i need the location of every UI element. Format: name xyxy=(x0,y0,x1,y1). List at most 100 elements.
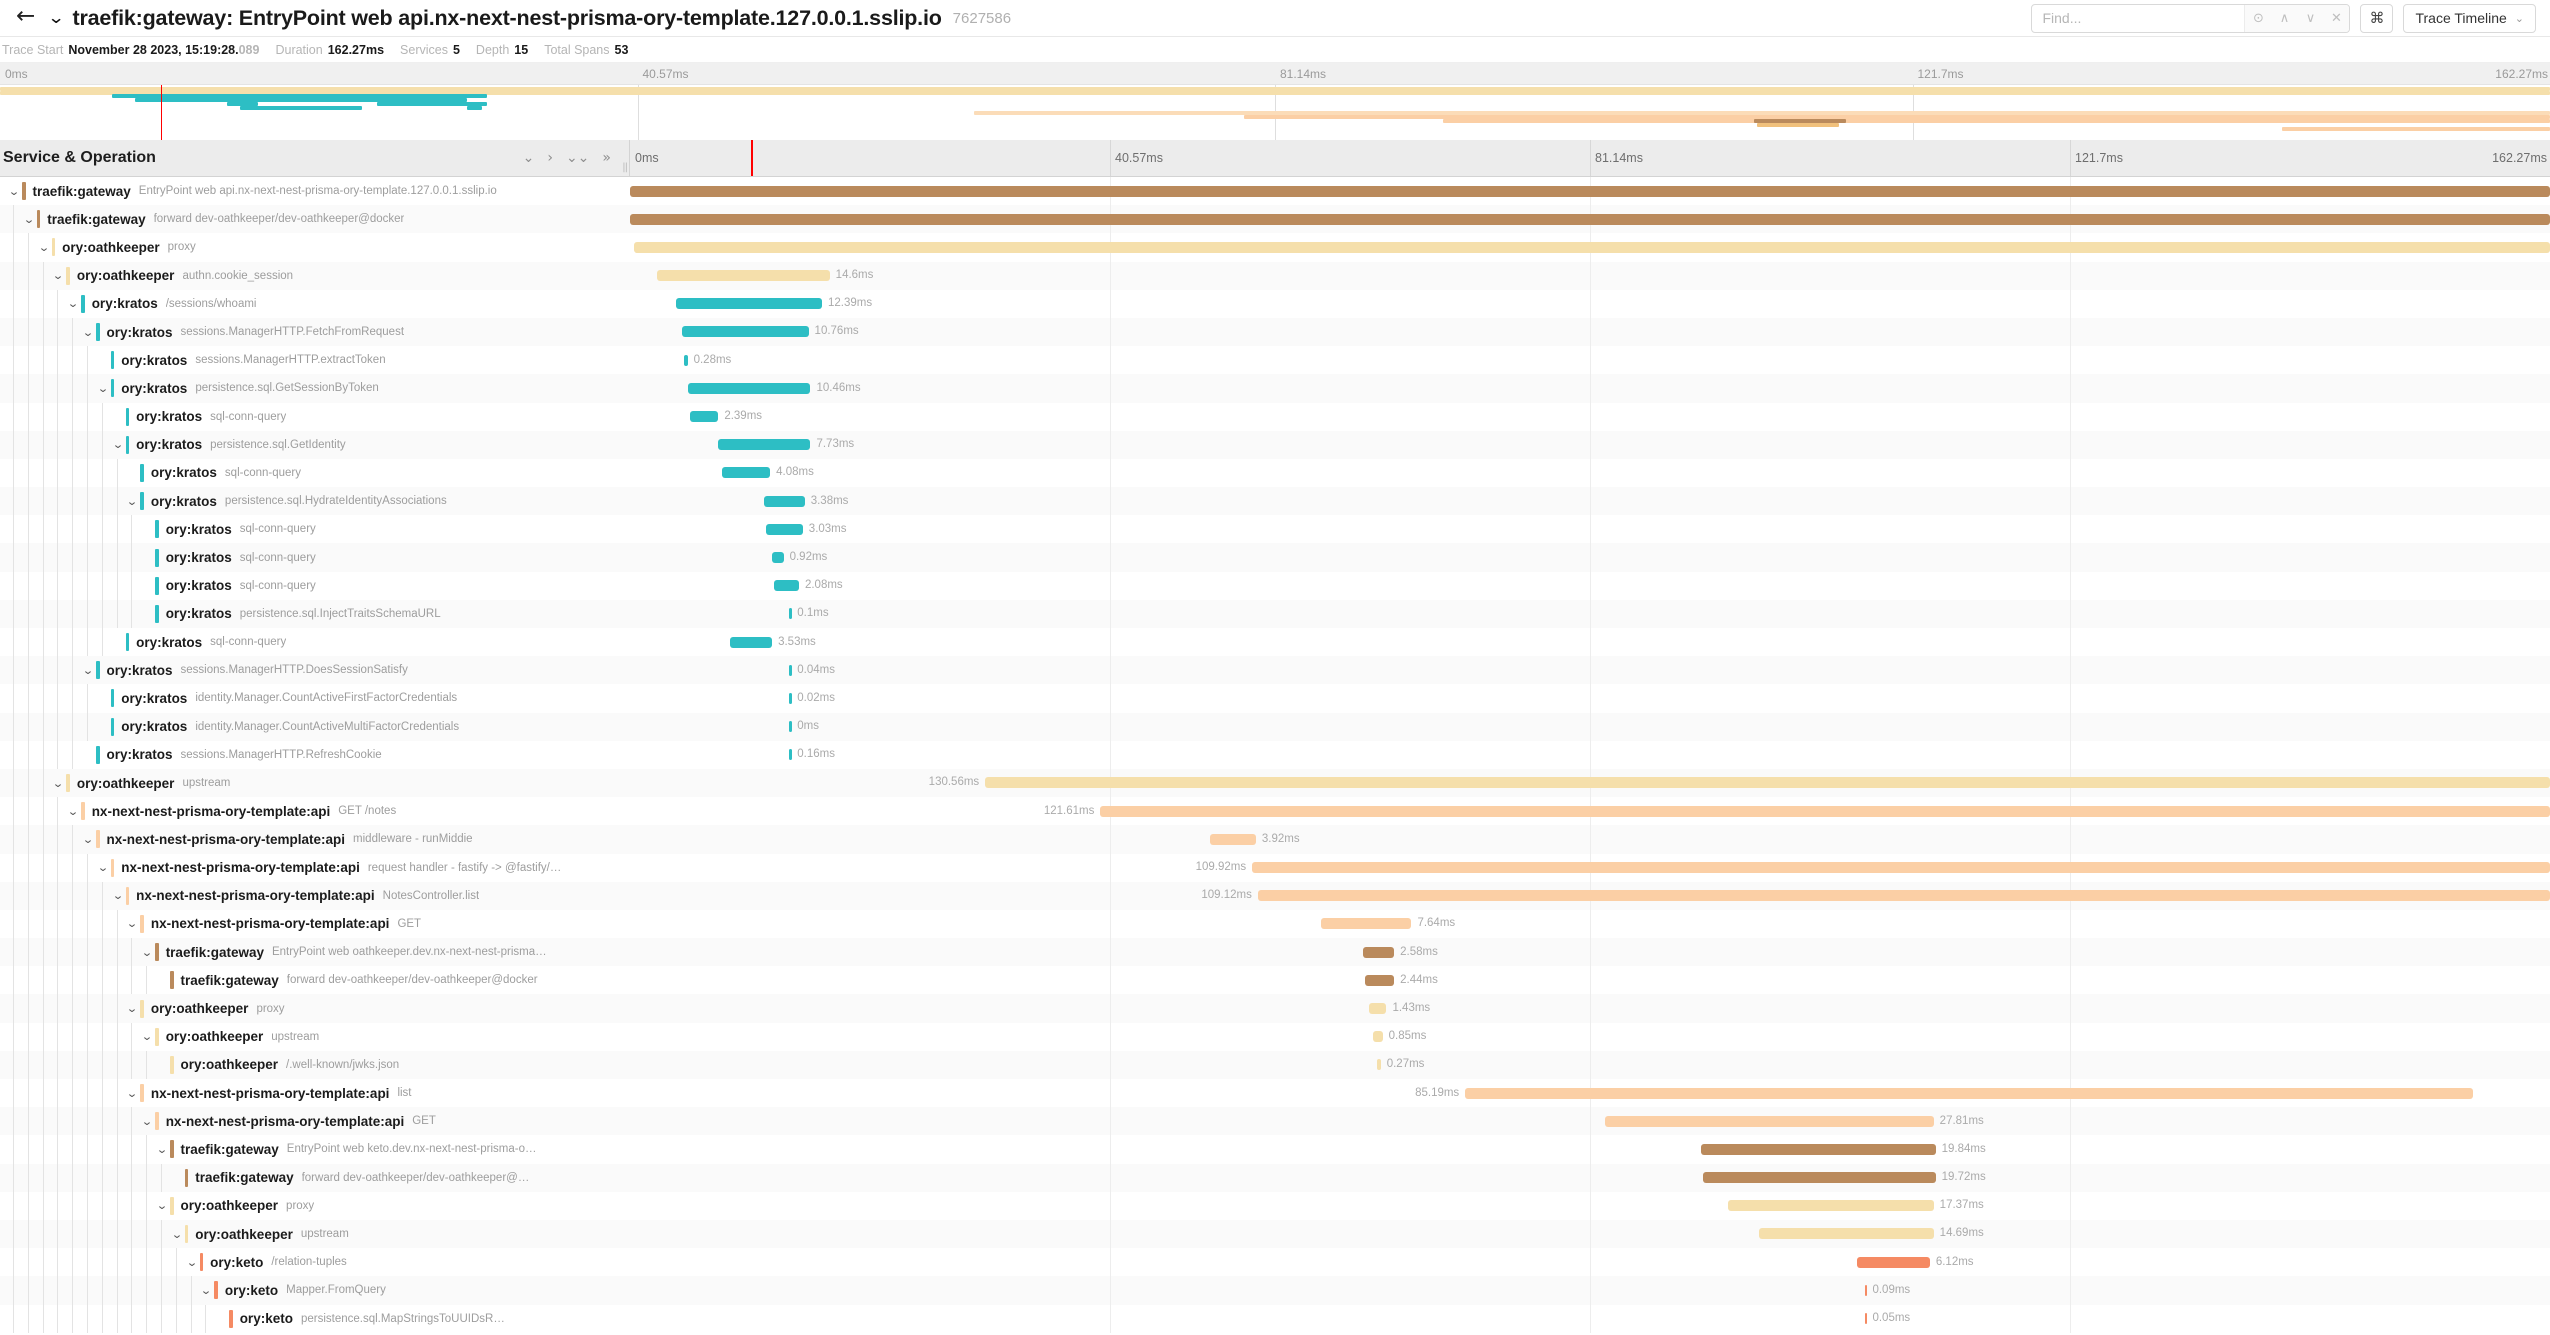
span-row[interactable]: ⌄ traefik:gateway EntryPoint web oathkeepe… xyxy=(0,938,2550,967)
span-row[interactable]: ory:keto persistence.sql.MapStringsToUUID… xyxy=(0,1304,2550,1333)
span-bar-cell[interactable]: 7.64ms xyxy=(630,909,2550,939)
span-row[interactable]: ory:kratos sql-conn-query 2.39ms xyxy=(0,402,2550,431)
span-row[interactable]: ⌄ nx-next-nest-prisma-ory-template:api lis… xyxy=(0,1079,2550,1108)
span-bar-cell[interactable]: 0.05ms xyxy=(630,1304,2550,1333)
span-label-cell[interactable]: ⌄ ory:oathkeeper upstream xyxy=(0,768,630,798)
span-row[interactable]: ory:kratos identity.Manager.CountActiveFi… xyxy=(0,684,2550,713)
span-label-cell[interactable]: ory:kratos sql-conn-query xyxy=(0,628,630,657)
span-row[interactable]: ory:kratos sql-conn-query 3.03ms xyxy=(0,515,2550,544)
span-bar-cell[interactable]: 109.92ms xyxy=(630,853,2550,882)
span-duration-bar[interactable] xyxy=(1703,1172,1936,1184)
span-bar-cell[interactable]: 2.44ms xyxy=(630,966,2550,995)
span-label-cell[interactable]: ⌄ traefik:gateway EntryPoint web oathkeepe… xyxy=(0,938,630,967)
chevron-down-icon[interactable]: ⌄ xyxy=(82,325,94,339)
span-row[interactable]: ⌄ nx-next-nest-prisma-ory-template:api Not… xyxy=(0,881,2550,910)
span-bar-cell[interactable]: 3.03ms xyxy=(630,515,2550,544)
span-label-cell[interactable]: ⌄ traefik:gateway EntryPoint web keto.dev.… xyxy=(0,1135,630,1164)
span-label-cell[interactable]: ⌄ ory:oathkeeper proxy xyxy=(0,1191,630,1220)
span-bar-cell[interactable]: 130.56ms xyxy=(630,768,2550,798)
collapse-one-icon[interactable]: ⌄ xyxy=(522,150,535,166)
chevron-down-icon[interactable]: ⌄ xyxy=(47,8,66,28)
chevron-down-icon[interactable]: ⌄ xyxy=(82,832,94,846)
chevron-down-icon[interactable]: ⌄ xyxy=(141,1030,154,1044)
span-duration-bar[interactable] xyxy=(687,382,811,394)
span-duration-bar[interactable] xyxy=(774,580,799,592)
span-row[interactable]: ory:kratos sql-conn-query 0.92ms xyxy=(0,543,2550,572)
span-duration-bar[interactable] xyxy=(772,551,784,563)
span-row[interactable]: ⌄ ory:kratos/sessions/whoami 12.39ms xyxy=(0,289,2550,318)
span-row[interactable]: traefik:gateway forward dev-oathkeeper/de… xyxy=(0,966,2550,995)
span-duration-bar[interactable] xyxy=(1376,1059,1381,1071)
span-row[interactable]: ory:kratos identity.Manager.CountActiveMu… xyxy=(0,712,2550,741)
chevron-down-icon[interactable]: ⌄ xyxy=(82,663,94,677)
span-row[interactable]: ⌄ traefik:gateway EntryPoint web api.nx-ne… xyxy=(0,177,2550,206)
span-label-cell[interactable]: ⌄ nx-next-nest-prisma-ory-template:api GET xyxy=(0,909,630,939)
span-duration-bar[interactable] xyxy=(1605,1115,1934,1127)
span-row[interactable]: ⌄ ory:oathkeeper upstream 130.56ms xyxy=(0,768,2550,798)
span-row[interactable]: ⌄ ory:kratos sessions.ManagerHTTP.FetchFro… xyxy=(0,317,2550,347)
chevron-down-icon[interactable]: ⌄ xyxy=(141,1114,154,1128)
view-mode-select[interactable]: Trace Timeline ⌄ xyxy=(2403,3,2536,33)
span-bar-cell[interactable]: 4.08ms xyxy=(630,458,2550,488)
span-bar-cell[interactable]: 6.12ms xyxy=(630,1248,2550,1277)
span-label-cell[interactable]: ory:kratos sql-conn-query xyxy=(0,515,630,544)
span-bar-cell[interactable]: 1.43ms xyxy=(630,994,2550,1023)
span-duration-bar[interactable] xyxy=(789,692,792,704)
span-row[interactable]: ory:kratos sql-conn-query 4.08ms xyxy=(0,458,2550,488)
minimap-cursor[interactable] xyxy=(160,85,163,140)
search-input[interactable] xyxy=(2032,4,2245,32)
span-label-cell[interactable]: ⌄ ory:oathkeeper upstream xyxy=(0,1022,630,1051)
span-row[interactable]: ⌄ ory:kratos sessions.ManagerHTTP.DoesSess… xyxy=(0,656,2550,685)
prev-match-icon[interactable]: ∧ xyxy=(2279,10,2290,26)
span-label-cell[interactable]: ⌄ ory:kratos/sessions/whoami xyxy=(0,289,630,318)
span-bar-cell[interactable]: 0.1ms xyxy=(630,599,2550,628)
span-row[interactable]: ⌄ traefik:gateway EntryPoint web keto.dev.… xyxy=(0,1135,2550,1164)
span-bar-cell[interactable]: 85.19ms xyxy=(630,1079,2550,1108)
span-row[interactable]: ⌄ ory:oathkeeper proxy xyxy=(0,233,2550,262)
span-bar-cell[interactable]: 3.38ms xyxy=(630,487,2550,516)
span-bar-cell[interactable]: 27.81ms xyxy=(630,1107,2550,1136)
span-bar-cell[interactable]: 0.85ms xyxy=(630,1022,2550,1051)
span-duration-bar[interactable] xyxy=(1209,833,1256,845)
span-label-cell[interactable]: ory:kratos identity.Manager.CountActiveMu… xyxy=(0,712,630,741)
span-duration-bar[interactable] xyxy=(1321,918,1412,930)
column-resize-handle[interactable]: || xyxy=(622,162,628,173)
span-bar-cell[interactable]: 14.69ms xyxy=(630,1219,2550,1249)
span-label-cell[interactable]: traefik:gateway forward dev-oathkeeper/de… xyxy=(0,1163,630,1192)
span-bar-cell[interactable]: 0.16ms xyxy=(630,740,2550,769)
span-label-cell[interactable]: ⌄ ory:kratos persistence.sql.HydrateIdenti… xyxy=(0,487,630,516)
span-duration-bar[interactable] xyxy=(1864,1313,1867,1324)
span-bar-cell[interactable]: 7.73ms xyxy=(630,430,2550,459)
span-bar-cell[interactable]: 0.28ms xyxy=(630,346,2550,375)
chevron-down-icon[interactable]: ⌄ xyxy=(22,212,35,226)
span-row[interactable]: ⌄ nx-next-nest-prisma-ory-template:api GET… xyxy=(0,1107,2550,1136)
chevron-down-icon[interactable]: ⌄ xyxy=(111,438,124,452)
span-duration-bar[interactable] xyxy=(1100,805,2550,817)
span-label-cell[interactable]: ⌄ nx-next-nest-prisma-ory-template:api req… xyxy=(0,853,630,882)
span-label-cell[interactable]: ⌄ ory:kratos sessions.ManagerHTTP.FetchFro… xyxy=(0,317,630,347)
span-duration-bar[interactable] xyxy=(630,185,2550,197)
span-duration-bar[interactable] xyxy=(1257,890,2550,902)
span-bar-cell[interactable]: 0.04ms xyxy=(630,656,2550,685)
span-duration-bar[interactable] xyxy=(1728,1200,1934,1212)
expand-one-icon[interactable]: › xyxy=(547,150,553,166)
span-row[interactable]: ⌄ ory:kratos persistence.sql.HydrateIdenti… xyxy=(0,487,2550,516)
span-duration-bar[interactable] xyxy=(1856,1256,1930,1268)
keyboard-shortcuts-button[interactable]: ⌘ xyxy=(2360,3,2394,33)
span-duration-bar[interactable] xyxy=(1758,1228,1934,1240)
span-duration-bar[interactable] xyxy=(789,664,792,676)
chevron-down-icon[interactable]: ⌄ xyxy=(52,776,65,790)
chevron-down-icon[interactable]: ⌄ xyxy=(8,184,20,198)
span-bar-cell[interactable] xyxy=(630,205,2550,234)
span-label-cell[interactable]: ory:kratos sql-conn-query xyxy=(0,458,630,488)
span-bar-cell[interactable]: 17.37ms xyxy=(630,1191,2550,1220)
span-duration-bar[interactable] xyxy=(764,495,805,507)
span-duration-bar[interactable] xyxy=(766,523,803,535)
span-bar-cell[interactable]: 3.92ms xyxy=(630,825,2550,854)
chevron-down-icon[interactable]: ⌄ xyxy=(67,804,80,818)
span-row[interactable]: ory:kratos sessions.ManagerHTTP.extractTo… xyxy=(0,346,2550,375)
span-label-cell[interactable]: ory:kratos persistence.sql.InjectTraitsSc… xyxy=(0,599,630,628)
span-row[interactable]: ory:kratos sessions.ManagerHTTP.RefreshCo… xyxy=(0,740,2550,769)
chevron-down-icon[interactable]: ⌄ xyxy=(156,1199,168,1213)
span-duration-bar[interactable] xyxy=(789,749,792,761)
